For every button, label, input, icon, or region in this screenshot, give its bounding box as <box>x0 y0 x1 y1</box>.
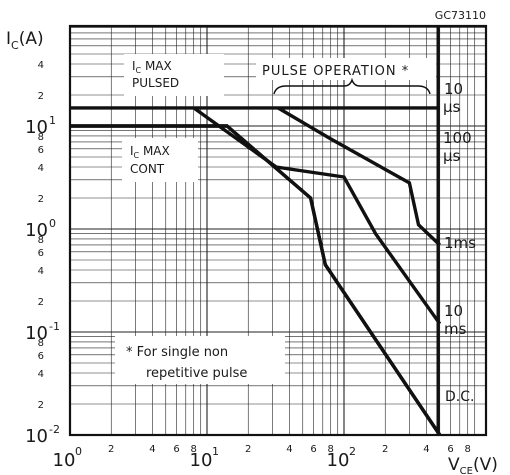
x-minor-tick-label: 4 <box>423 444 429 455</box>
curve-label-10us-b: μs <box>443 98 461 116</box>
y-minor-tick-label: 6 <box>38 145 44 156</box>
x-minor-tick-label: 4 <box>149 444 155 455</box>
y-major-tick-exponent: -2 <box>49 423 60 436</box>
ic-max-pulsed-line2: PULSED <box>132 76 179 90</box>
y-minor-tick-label: 4 <box>38 163 44 174</box>
chart-code: GC73110 <box>435 9 486 22</box>
y-major-tick-label: 10 <box>25 323 48 344</box>
curve-label-10us-a: 10 <box>444 80 463 98</box>
y-major-tick-label: 10 <box>25 117 48 138</box>
x-minor-tick-label: 2 <box>108 444 114 455</box>
ic-max-cont-label: IC MAX <box>130 144 170 160</box>
series-line-100-s <box>277 106 441 247</box>
x-axis-label: VCE(V) <box>448 455 498 475</box>
series-line-d-c- <box>70 124 442 436</box>
pulse-operation-label: PULSE OPERATION * <box>262 64 409 79</box>
ic-max-pulsed-box <box>124 54 224 96</box>
y-minor-tick-label: 4 <box>38 266 44 277</box>
y-axis-label: IC(A) <box>6 29 44 52</box>
y-minor-tick-label: 8 <box>38 235 44 246</box>
curves <box>70 106 442 436</box>
x-major-tick-exponent: 1 <box>212 445 219 458</box>
y-major-tick-exponent: 0 <box>49 217 56 230</box>
y-minor-tick-label: 4 <box>38 60 44 71</box>
y-minor-tick-label: 2 <box>38 91 44 102</box>
curve-label-10ms-b: ms <box>444 320 467 338</box>
footnote-line2: repetitive pulse <box>146 366 247 381</box>
ic-max-pulsed-label: IC MAX <box>132 59 172 75</box>
y-major-tick-exponent: -1 <box>49 320 60 333</box>
y-minor-tick-label: 6 <box>38 248 44 259</box>
curve-label-1ms: 1ms <box>444 234 476 252</box>
series-line-1ms <box>192 106 442 325</box>
y-minor-tick-label: 8 <box>38 132 44 143</box>
y-minor-tick-label: 8 <box>38 338 44 349</box>
x-minor-tick-label: 2 <box>245 444 251 455</box>
curve-label-100us-b: μs <box>443 147 461 165</box>
y-minor-tick-label: 2 <box>38 297 44 308</box>
curve-label-100us-a: 100 <box>443 129 472 147</box>
x-minor-tick-label: 8 <box>328 444 334 455</box>
ic-max-cont-box <box>122 138 198 182</box>
plot-frame <box>68 24 488 437</box>
x-minor-tick-label: 6 <box>310 444 316 455</box>
x-minor-tick-label: 6 <box>447 444 453 455</box>
y-minor-tick-label: 2 <box>38 194 44 205</box>
x-minor-tick-label: 2 <box>382 444 388 455</box>
curve-label-10ms-a: 10 <box>444 302 463 320</box>
x-minor-tick-label: 4 <box>286 444 292 455</box>
x-major-tick-exponent: 2 <box>349 445 356 458</box>
pulse-operation-box <box>256 58 436 80</box>
x-major-tick-exponent: 0 <box>75 445 82 458</box>
y-major-tick-label: 10 <box>25 426 48 447</box>
y-minor-tick-label: 2 <box>38 400 44 411</box>
ic-max-cont-line2: CONT <box>130 162 165 176</box>
pulse-operation-bracket <box>273 77 431 95</box>
y-minor-tick-label: 6 <box>38 351 44 362</box>
footnote-box <box>115 336 285 384</box>
x-major-tick-label: 10 <box>190 450 213 471</box>
footnote-line1: * For single non <box>126 345 228 360</box>
y-minor-tick-label: 4 <box>38 369 44 380</box>
x-minor-tick-label: 8 <box>191 444 197 455</box>
x-major-tick-label: 10 <box>53 450 76 471</box>
y-major-tick-label: 10 <box>25 220 48 241</box>
y-major-tick-exponent: 1 <box>49 114 56 127</box>
curve-label-dc: D.C. <box>445 389 474 405</box>
x-major-tick-label: 10 <box>327 450 350 471</box>
x-minor-tick-label: 6 <box>173 444 179 455</box>
x-minor-tick-label: 8 <box>465 444 471 455</box>
